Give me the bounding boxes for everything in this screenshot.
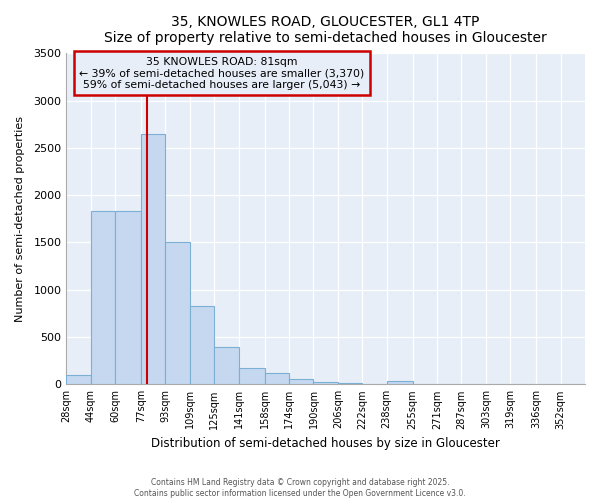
X-axis label: Distribution of semi-detached houses by size in Gloucester: Distribution of semi-detached houses by … — [151, 437, 500, 450]
Bar — [289, 379, 313, 384]
Y-axis label: Number of semi-detached properties: Number of semi-detached properties — [15, 116, 25, 322]
Bar — [239, 368, 265, 384]
Bar — [313, 382, 338, 384]
Text: 35 KNOWLES ROAD: 81sqm
← 39% of semi-detached houses are smaller (3,370)
59% of : 35 KNOWLES ROAD: 81sqm ← 39% of semi-det… — [79, 56, 365, 90]
Bar — [190, 306, 214, 384]
Bar — [265, 373, 289, 384]
Title: 35, KNOWLES ROAD, GLOUCESTER, GL1 4TP
Size of property relative to semi-detached: 35, KNOWLES ROAD, GLOUCESTER, GL1 4TP Si… — [104, 15, 547, 45]
Bar — [67, 376, 91, 384]
Bar — [115, 211, 141, 384]
Bar — [141, 134, 166, 384]
Bar — [166, 242, 190, 384]
Bar — [214, 348, 239, 385]
Text: Contains HM Land Registry data © Crown copyright and database right 2025.
Contai: Contains HM Land Registry data © Crown c… — [134, 478, 466, 498]
Bar — [91, 211, 115, 384]
Bar — [386, 382, 413, 384]
